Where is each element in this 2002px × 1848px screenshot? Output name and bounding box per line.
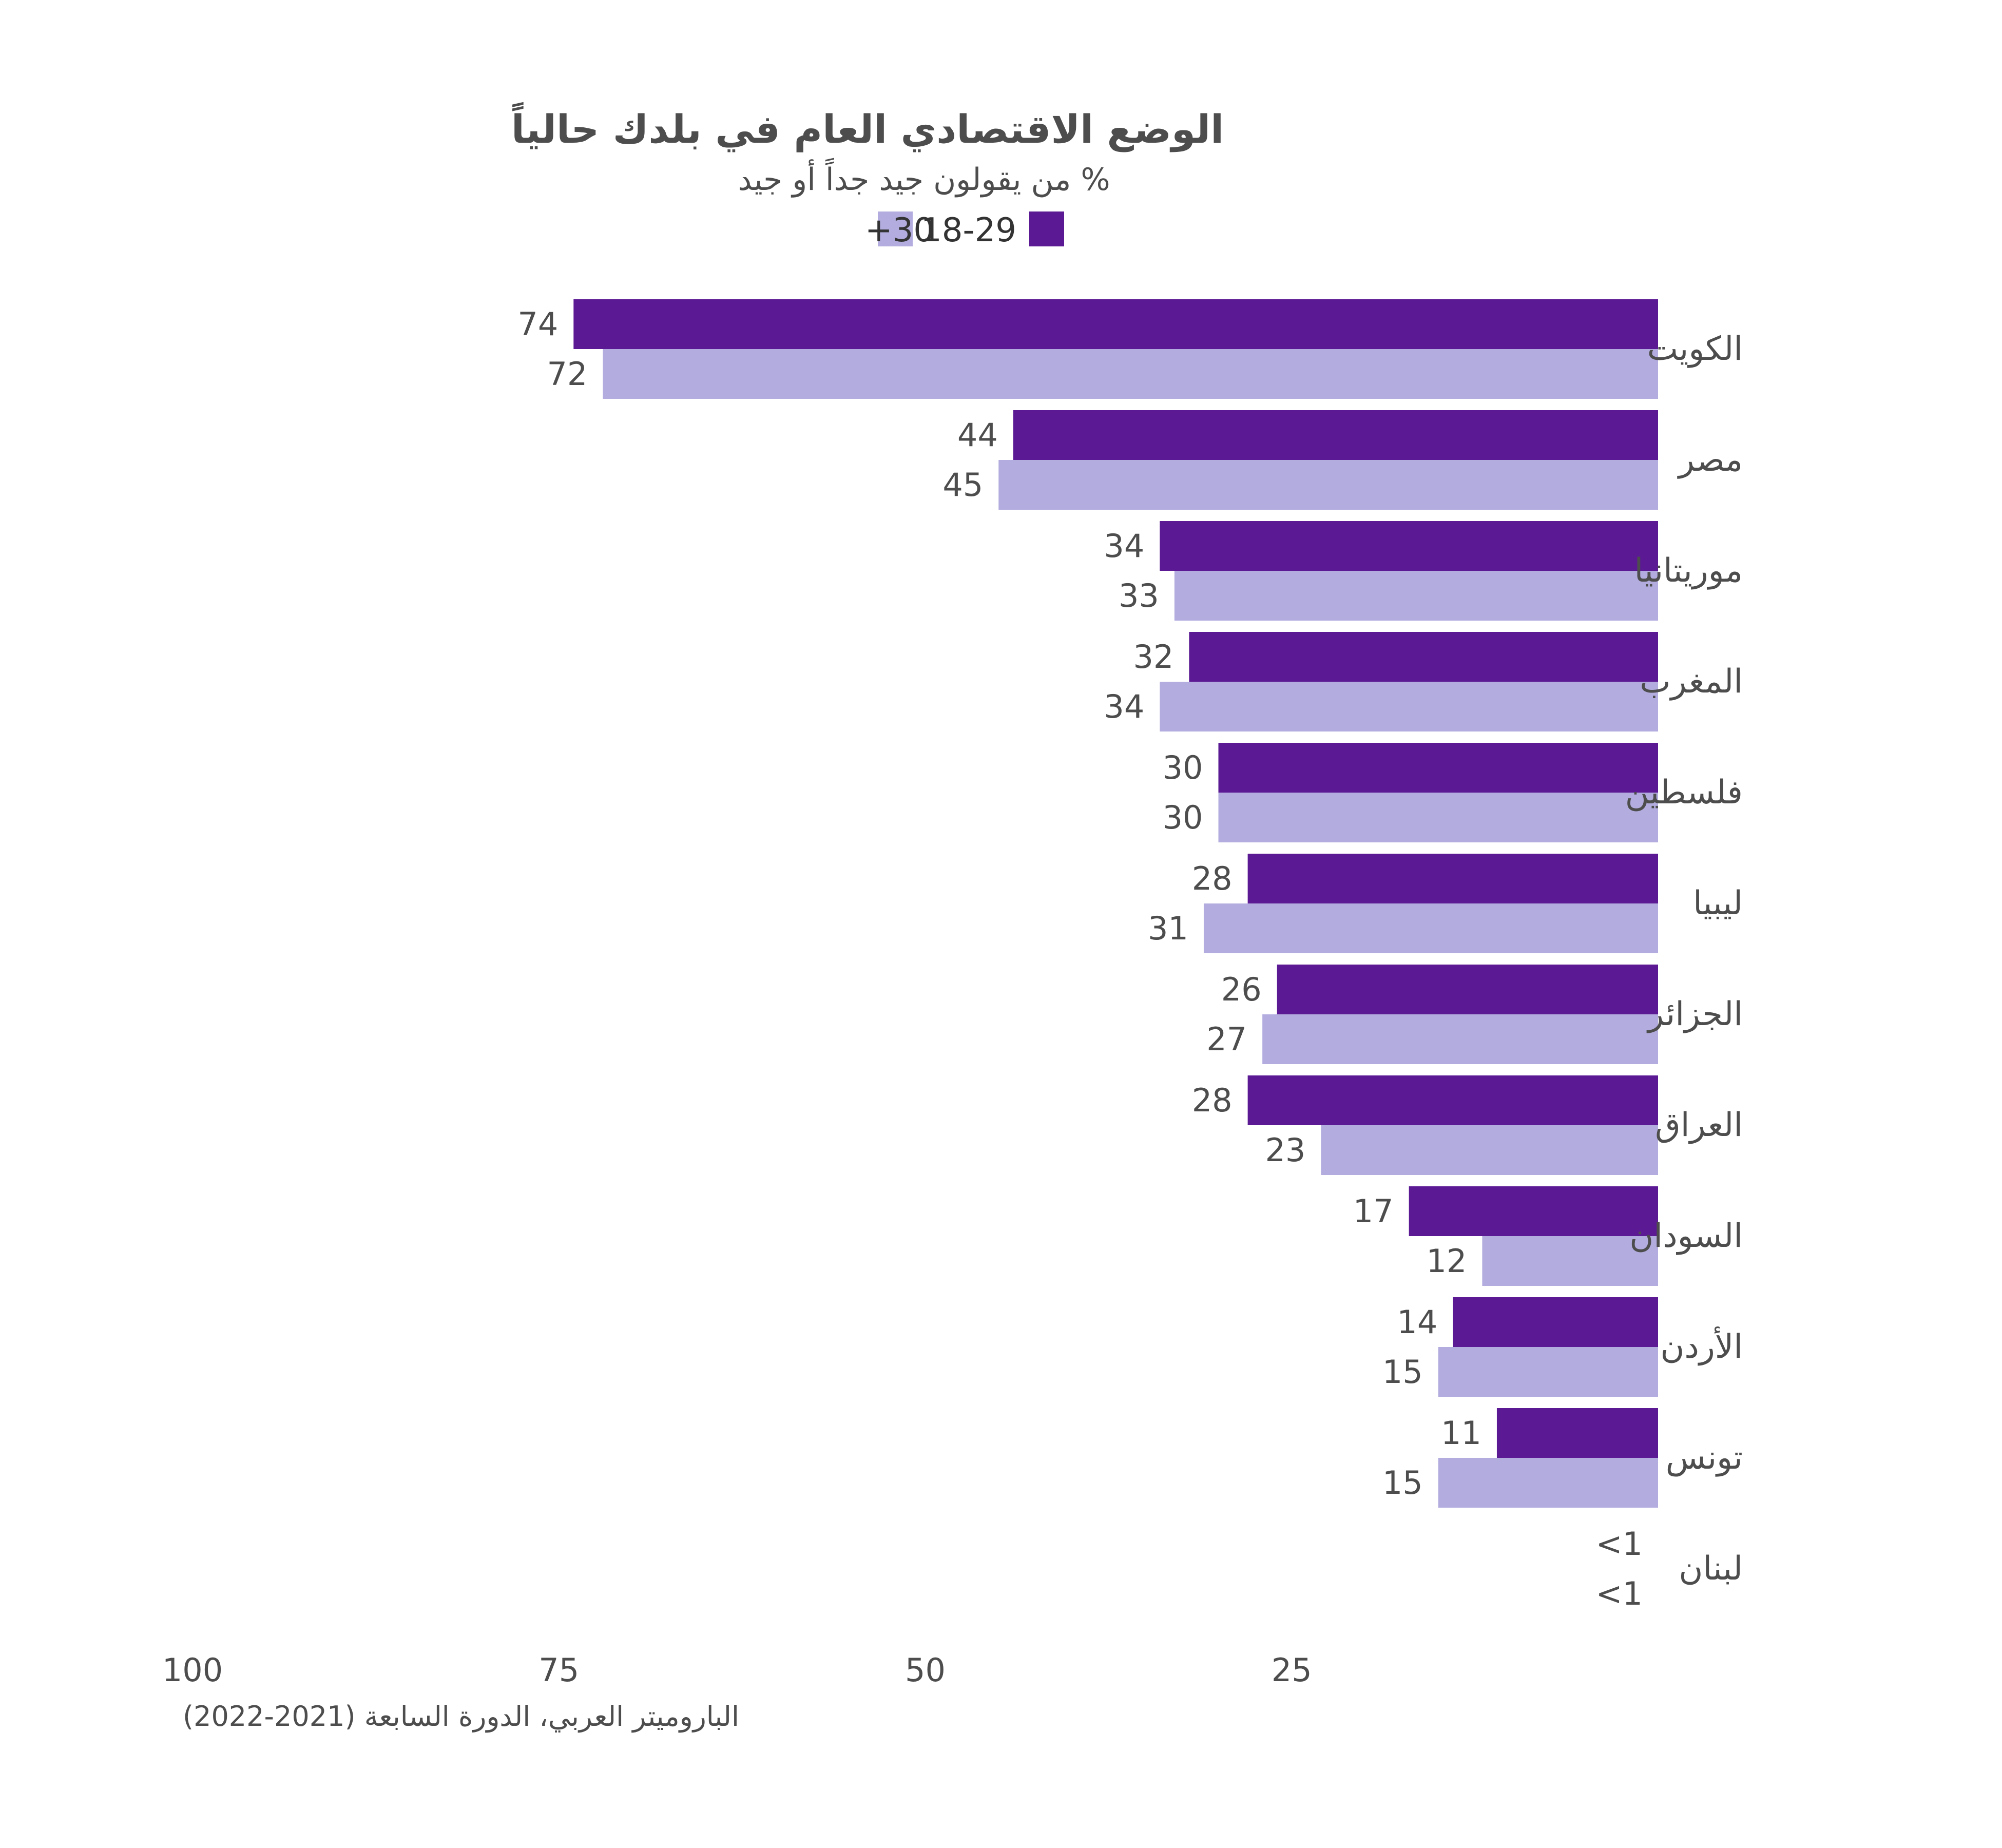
- category-label: العراق: [1655, 1106, 1743, 1144]
- bar-18-29: [1453, 1297, 1658, 1347]
- value-labels-group: 7472444534333234303028312627282317121415…: [517, 305, 1643, 1612]
- data-label: 12: [1426, 1242, 1467, 1280]
- bar-30-plus: [1438, 1347, 1658, 1397]
- data-label: 30: [1163, 799, 1203, 836]
- category-label: السودان: [1629, 1217, 1743, 1255]
- data-label: 33: [1119, 577, 1159, 614]
- data-label: 15: [1382, 1353, 1423, 1391]
- bar-30-plus: [1160, 682, 1658, 732]
- bar-18-29: [1189, 632, 1658, 682]
- bar-30-plus: [1438, 1458, 1658, 1508]
- bar-18-29: [1496, 1408, 1658, 1458]
- bar-30-plus: [1218, 793, 1658, 842]
- bar-30-plus: [603, 349, 1659, 399]
- data-label: 31: [1148, 910, 1188, 947]
- bar-18-29: [1218, 743, 1658, 793]
- category-label: الجزائر: [1646, 995, 1743, 1033]
- data-label: 28: [1192, 860, 1233, 897]
- bar-30-plus: [998, 460, 1658, 510]
- legend-label-30-plus: 30+: [865, 211, 934, 249]
- category-label: فلسطين: [1625, 774, 1743, 812]
- category-label: تونس: [1666, 1439, 1743, 1477]
- data-label: 44: [957, 416, 998, 454]
- bar-18-29: [1247, 854, 1658, 903]
- legend-label-18-29: 18-29: [921, 211, 1016, 249]
- data-label: 15: [1382, 1464, 1423, 1502]
- bar-18-29: [1013, 410, 1658, 460]
- x-tick-label: 25: [1272, 1651, 1312, 1689]
- bar-18-29: [1247, 1075, 1658, 1125]
- bar-18-29: [573, 299, 1658, 349]
- legend-swatch-18-29: [1029, 211, 1064, 246]
- data-label: 23: [1265, 1131, 1305, 1169]
- bars-group: [573, 299, 1659, 1508]
- category-label: المغرب: [1640, 663, 1743, 701]
- x-axis-ticks-group: 100 75 50 25: [162, 1651, 1312, 1689]
- data-label: 14: [1397, 1303, 1437, 1341]
- bar-18-29: [1277, 965, 1658, 1014]
- bar-30-plus: [1321, 1125, 1658, 1175]
- data-label: 27: [1206, 1021, 1247, 1058]
- data-label: 34: [1104, 527, 1144, 565]
- bar-18-29: [1160, 521, 1658, 571]
- data-label: 45: [942, 466, 983, 504]
- data-label: 17: [1353, 1192, 1394, 1230]
- category-labels-group: الكويت مصر موريتانيا المغرب فلسطين ليبيا الجزا…: [1625, 330, 1743, 1588]
- category-label: مصر: [1677, 441, 1743, 479]
- legend-swatch-30-plus: [878, 211, 913, 246]
- bar-30-plus: [1482, 1236, 1658, 1286]
- x-tick-label: 50: [905, 1651, 946, 1689]
- bar-30-plus: [1174, 571, 1658, 621]
- data-label: 34: [1104, 688, 1144, 725]
- x-tick-label: 100: [162, 1651, 223, 1689]
- data-label: 74: [517, 305, 558, 343]
- bar-30-plus: [1203, 903, 1658, 953]
- data-label: 26: [1221, 971, 1262, 1008]
- data-label: <1: [1596, 1525, 1643, 1563]
- category-label: الأردن: [1660, 1326, 1743, 1366]
- category-label: الكويت: [1647, 330, 1743, 368]
- source-note: الباروميتر العربي، الدورة السابعة (2021-…: [183, 1700, 739, 1732]
- chart-subtitle: % من يقولون جيد جداً أو جيد: [738, 158, 1110, 198]
- category-label: موريتانيا: [1634, 552, 1743, 590]
- data-label: 28: [1192, 1082, 1233, 1119]
- category-label: لبنان: [1679, 1550, 1743, 1588]
- chart-title: الوضع الاقتصادي العام في بلدك حالياً: [511, 102, 1224, 152]
- x-tick-label: 75: [538, 1651, 579, 1689]
- data-label: 72: [547, 355, 587, 393]
- category-label: ليبيا: [1693, 884, 1743, 922]
- bar-18-29: [1409, 1186, 1658, 1236]
- bar-30-plus: [1262, 1014, 1658, 1064]
- data-label: <1: [1596, 1575, 1643, 1612]
- data-label: 30: [1163, 749, 1203, 786]
- data-label: 11: [1441, 1414, 1481, 1452]
- legend: 18-29 30+: [865, 211, 1064, 249]
- data-label: 32: [1133, 638, 1173, 676]
